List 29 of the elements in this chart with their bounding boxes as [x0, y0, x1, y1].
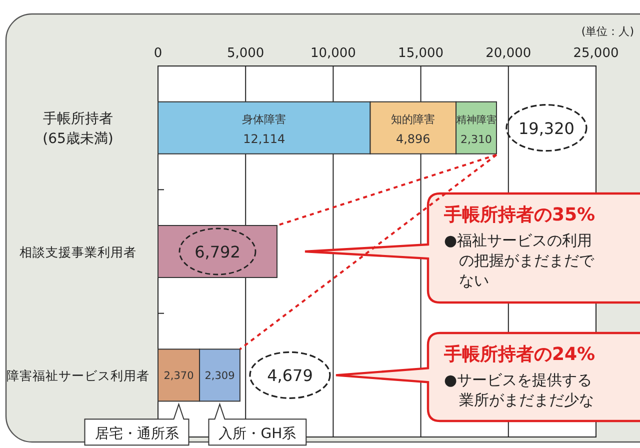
picture-callout: 手帳所持者の35% ●福祉サービスの利用の把握がまだまだでない — [304, 192, 640, 304]
annotation: 手帳所持者の35% — [443, 204, 596, 226]
series-label: 身体障害 — [242, 112, 286, 126]
data-label: 12,114 — [243, 132, 286, 146]
text: (単位：人) — [581, 25, 634, 38]
x-tick-label: 10,000 — [310, 46, 356, 61]
x-tick-label: 0 — [154, 46, 162, 61]
annotation: 手帳所持者の24% — [443, 344, 596, 365]
x-tick-label: 5,000 — [226, 46, 264, 61]
series-label: 居宅・通所系 — [94, 426, 179, 442]
x-tick-label: 20,000 — [486, 46, 532, 61]
data-label: 4,896 — [396, 132, 430, 146]
data-label: 2,370 — [164, 370, 194, 382]
x-tick-label: 15,000 — [398, 46, 444, 61]
x-tick-label: 25,000 — [573, 46, 619, 61]
annotation: ●サービスを提供する業所がまだまだ少な — [444, 371, 594, 409]
series-label: 入所・GH系 — [218, 426, 296, 442]
y-tick-label: 手帳所持者(65歳未満) — [42, 110, 114, 147]
data-label: 2,309 — [204, 370, 235, 382]
total-label: 19,320 — [518, 118, 574, 138]
y-tick-label: 障害福祉サービス利用者 — [6, 368, 150, 384]
data-label: 2,310 — [460, 132, 492, 146]
series-label: 精神障害 — [456, 114, 496, 126]
total-label: 4,679 — [267, 366, 313, 386]
annotation: ●福祉サービスの利用の把握がまだまだでない — [444, 232, 595, 290]
series-label: 知的障害 — [391, 112, 436, 126]
data-label: 6,792 — [194, 242, 240, 262]
y-tick-label: 相談支援事業利用者 — [20, 244, 136, 260]
picture-callout: 手帳所持者の24% ●サービスを提供する業所がまだまだ少な — [334, 332, 640, 422]
